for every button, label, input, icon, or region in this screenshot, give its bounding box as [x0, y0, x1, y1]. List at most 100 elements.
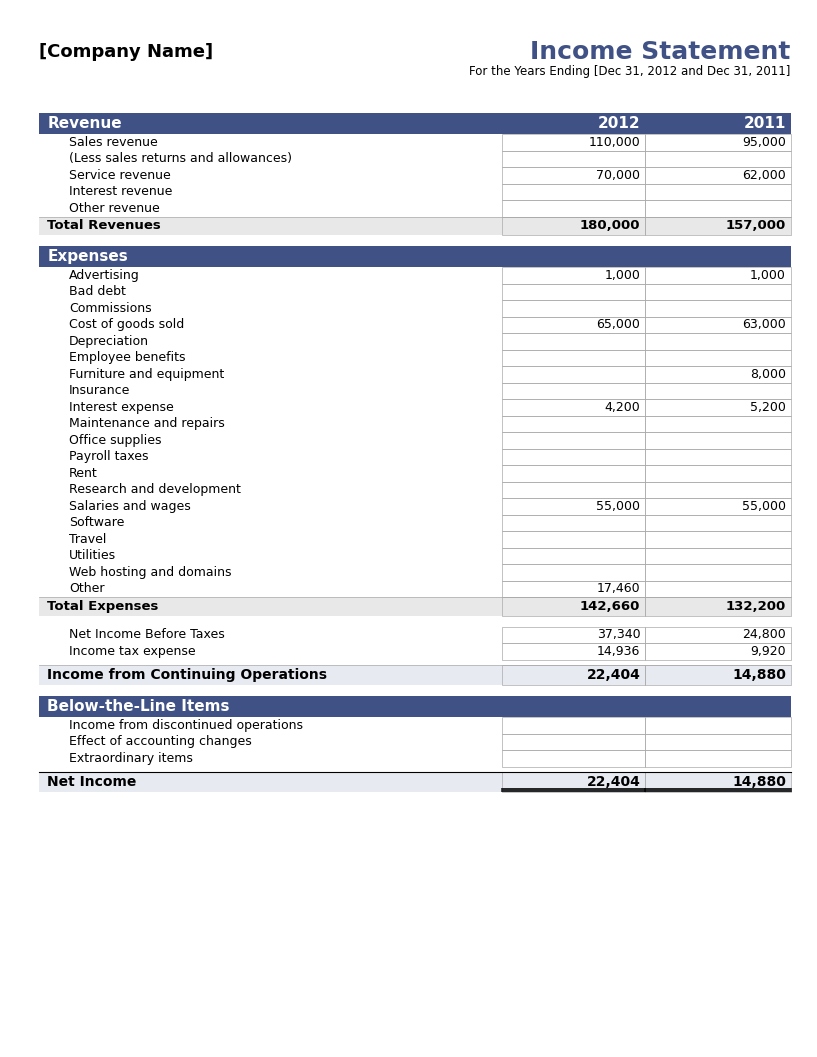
Bar	[502, 398, 645, 415]
Text: Software: Software	[69, 516, 124, 530]
Bar	[645, 498, 791, 515]
Bar	[39, 134, 791, 150]
Bar	[645, 200, 791, 217]
Text: 157,000: 157,000	[725, 219, 786, 233]
Text: Web hosting and domains: Web hosting and domains	[69, 565, 232, 579]
Bar	[645, 184, 791, 200]
Bar	[502, 717, 645, 734]
Bar	[502, 734, 645, 750]
Text: Income from Continuing Operations: Income from Continuing Operations	[47, 668, 328, 682]
Bar	[39, 515, 791, 531]
Bar	[39, 383, 791, 398]
Bar	[502, 383, 645, 398]
Text: 132,200: 132,200	[725, 599, 786, 613]
Bar	[39, 283, 791, 300]
Text: 37,340: 37,340	[596, 628, 641, 642]
Text: 142,660: 142,660	[580, 599, 641, 613]
Bar	[502, 217, 645, 235]
Bar	[502, 150, 645, 167]
Bar	[39, 548, 791, 564]
Bar	[39, 482, 791, 498]
Bar	[502, 200, 645, 217]
Text: Effect of accounting changes: Effect of accounting changes	[69, 736, 252, 748]
Text: 22,404: 22,404	[587, 775, 641, 789]
Bar	[502, 415, 645, 432]
Bar	[645, 750, 791, 766]
Text: Total Expenses: Total Expenses	[47, 599, 158, 613]
Bar	[645, 448, 791, 465]
Text: Research and development: Research and development	[69, 483, 241, 496]
Bar	[502, 448, 645, 465]
Bar	[645, 597, 791, 615]
Bar	[39, 717, 791, 734]
Bar	[39, 200, 791, 217]
Bar	[39, 150, 791, 167]
Bar	[502, 498, 645, 515]
Text: 24,800: 24,800	[742, 628, 786, 642]
Text: Travel: Travel	[69, 533, 106, 545]
Bar	[502, 643, 645, 660]
Text: Other: Other	[69, 582, 105, 595]
Bar	[645, 564, 791, 580]
Text: 1,000: 1,000	[750, 268, 786, 282]
Bar	[645, 398, 791, 415]
Bar	[39, 465, 791, 482]
Bar	[39, 432, 791, 448]
Bar	[502, 515, 645, 531]
Bar	[39, 113, 791, 134]
Bar	[502, 597, 645, 615]
Bar	[645, 333, 791, 350]
Bar	[502, 316, 645, 333]
Text: 14,880: 14,880	[732, 668, 786, 682]
Bar	[39, 580, 791, 597]
Bar	[39, 267, 791, 283]
Text: 95,000: 95,000	[742, 135, 786, 149]
Bar	[645, 643, 791, 660]
Bar	[645, 627, 791, 643]
Bar	[502, 465, 645, 482]
Bar	[645, 134, 791, 150]
Bar	[502, 750, 645, 766]
Text: Total Revenues: Total Revenues	[47, 219, 161, 233]
Bar	[39, 772, 791, 792]
Bar	[502, 134, 645, 150]
Text: 8,000: 8,000	[750, 368, 786, 381]
Text: Furniture and equipment: Furniture and equipment	[69, 368, 225, 381]
Text: 70,000: 70,000	[596, 169, 641, 182]
Bar	[502, 283, 645, 300]
Bar	[502, 548, 645, 564]
Text: 180,000: 180,000	[580, 219, 641, 233]
Bar	[502, 366, 645, 383]
Bar	[39, 350, 791, 366]
Text: 2012: 2012	[598, 116, 641, 131]
Text: 22,404: 22,404	[587, 668, 641, 682]
Bar	[39, 333, 791, 350]
Text: Depreciation: Depreciation	[69, 335, 150, 348]
Bar	[645, 465, 791, 482]
Bar	[645, 167, 791, 184]
Bar	[502, 333, 645, 350]
Bar	[39, 597, 791, 615]
Bar	[39, 300, 791, 316]
Text: Service revenue: Service revenue	[69, 169, 171, 182]
Bar	[645, 580, 791, 597]
Text: Employee benefits: Employee benefits	[69, 351, 185, 365]
Text: 55,000: 55,000	[596, 500, 641, 513]
Text: 17,460: 17,460	[596, 582, 641, 595]
Bar	[39, 643, 791, 660]
Bar	[502, 267, 645, 283]
Text: 62,000: 62,000	[742, 169, 786, 182]
Bar	[502, 167, 645, 184]
Bar	[645, 717, 791, 734]
Text: Cost of goods sold: Cost of goods sold	[69, 318, 185, 331]
Bar	[645, 432, 791, 448]
Text: Office supplies: Office supplies	[69, 433, 162, 447]
Text: Interest revenue: Interest revenue	[69, 185, 172, 199]
Bar	[39, 750, 791, 766]
Bar	[645, 283, 791, 300]
Text: Salaries and wages: Salaries and wages	[69, 500, 191, 513]
Bar	[502, 184, 645, 200]
Bar	[39, 734, 791, 750]
Bar	[502, 531, 645, 548]
Bar	[39, 696, 791, 717]
